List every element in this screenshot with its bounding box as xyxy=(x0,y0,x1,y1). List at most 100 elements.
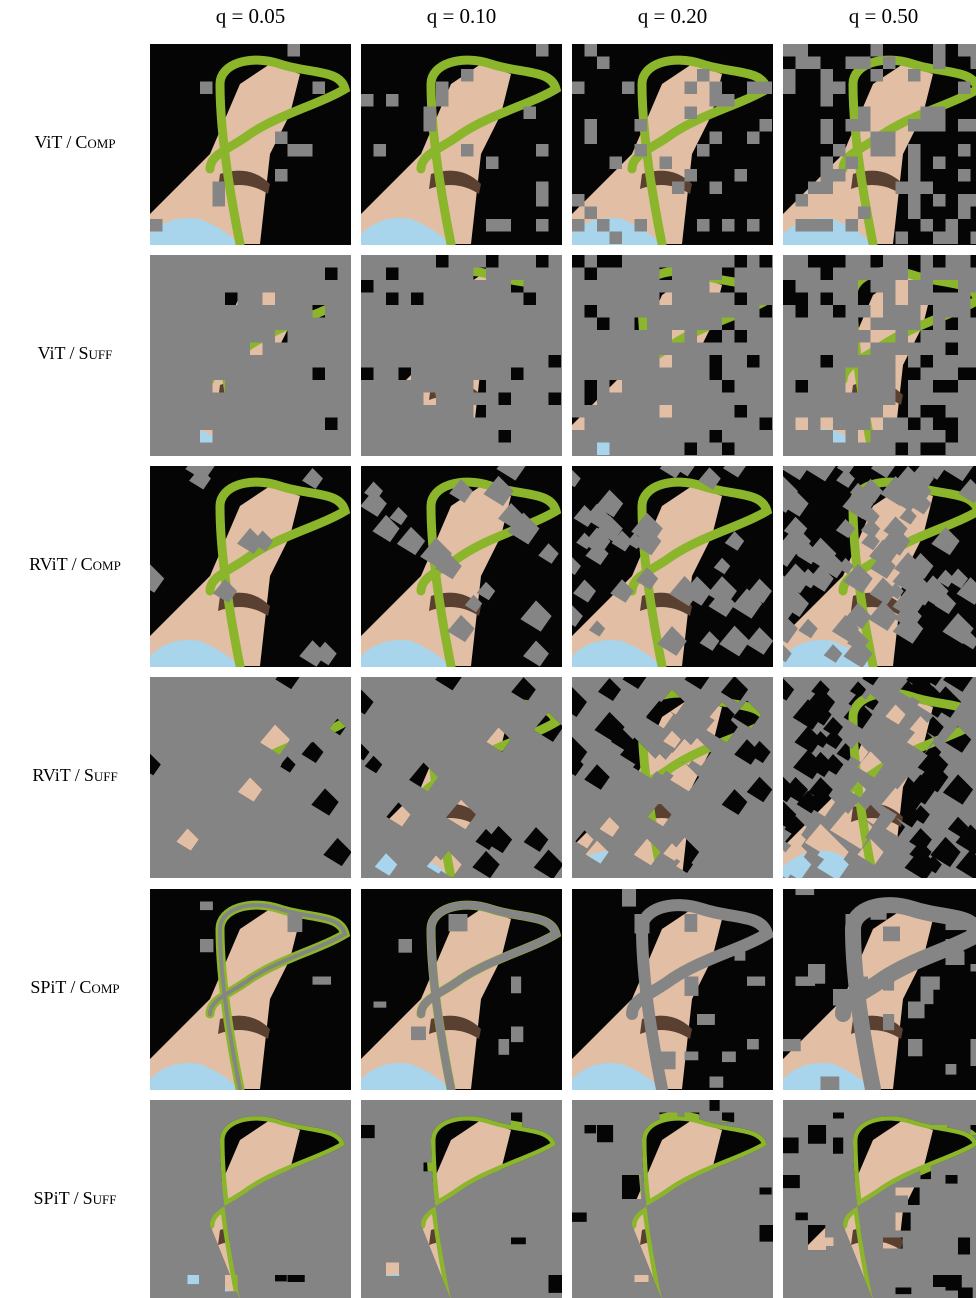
patch xyxy=(908,169,921,182)
patch xyxy=(747,82,760,95)
patch xyxy=(971,57,976,70)
method-name: Suff xyxy=(79,343,113,363)
separator: / xyxy=(70,977,75,997)
patch xyxy=(933,44,946,57)
patch xyxy=(461,69,474,82)
patch xyxy=(313,977,332,985)
patch xyxy=(697,1014,713,1025)
patch xyxy=(946,219,959,232)
patch xyxy=(846,57,859,70)
row-label: ViT/Comp xyxy=(0,132,150,153)
model-name: RViT xyxy=(29,554,67,574)
method-name: Comp xyxy=(79,977,119,997)
patch xyxy=(958,169,971,182)
patch xyxy=(200,902,213,911)
patch xyxy=(883,144,896,157)
patch xyxy=(921,182,934,195)
patch xyxy=(808,964,822,972)
masked-background xyxy=(150,255,351,456)
row-label: ViT/Suff xyxy=(0,343,150,364)
row-label: RViT/Suff xyxy=(0,765,150,786)
patch xyxy=(486,219,499,232)
patch xyxy=(808,57,821,70)
patch xyxy=(971,194,976,207)
patch xyxy=(685,169,698,182)
patch xyxy=(796,194,809,207)
image-cell xyxy=(361,255,562,456)
image-cell xyxy=(783,255,976,456)
patch xyxy=(499,219,512,232)
patch xyxy=(150,219,163,232)
image-cell xyxy=(150,44,351,245)
model-name: ViT xyxy=(34,132,62,152)
column-header: q = 0.10 xyxy=(361,4,562,29)
patch xyxy=(461,144,474,157)
masked-background xyxy=(361,677,562,878)
patch xyxy=(710,82,723,95)
patch xyxy=(511,977,521,994)
patch xyxy=(710,132,723,145)
patch xyxy=(821,94,834,107)
patch xyxy=(697,69,710,82)
method-name: Suff xyxy=(84,765,118,785)
patch xyxy=(672,182,685,195)
patch xyxy=(908,69,921,82)
patch xyxy=(313,82,326,95)
patch xyxy=(821,119,834,132)
patch xyxy=(722,219,735,232)
patch xyxy=(424,119,437,132)
patch xyxy=(833,82,846,95)
patch xyxy=(585,207,598,220)
patch xyxy=(783,44,796,57)
patch xyxy=(783,82,796,95)
patch xyxy=(275,169,288,182)
separator: / xyxy=(70,343,75,363)
patch xyxy=(858,207,871,220)
patch xyxy=(933,119,946,132)
patch xyxy=(921,119,934,132)
patch xyxy=(908,182,921,195)
row-label: SPiT/Suff xyxy=(0,1188,150,1209)
patch xyxy=(597,219,610,232)
image-cell xyxy=(150,1100,351,1298)
image-cell xyxy=(783,466,976,667)
patch xyxy=(796,219,809,232)
patch xyxy=(908,1039,922,1056)
column-header: q = 0.50 xyxy=(783,4,976,29)
patch xyxy=(921,219,934,232)
patch xyxy=(958,44,971,57)
patch xyxy=(275,132,288,145)
patch xyxy=(796,57,809,70)
image-cell xyxy=(783,1100,976,1298)
patch xyxy=(536,182,549,195)
patch xyxy=(958,144,971,157)
patch xyxy=(747,132,760,145)
patch xyxy=(685,914,698,932)
patch xyxy=(883,57,896,70)
patch xyxy=(697,219,710,232)
patch xyxy=(288,144,301,157)
patch xyxy=(958,82,971,95)
patch xyxy=(213,182,226,195)
patch xyxy=(486,157,499,170)
patch xyxy=(808,182,821,195)
patch xyxy=(908,157,921,170)
image-cell xyxy=(572,1100,773,1298)
patch xyxy=(424,107,437,120)
patch xyxy=(411,1027,426,1041)
patch xyxy=(697,144,710,157)
patch xyxy=(808,219,821,232)
patch xyxy=(908,119,921,132)
patch xyxy=(710,182,723,195)
patch xyxy=(747,1039,759,1049)
image-cell xyxy=(361,1100,562,1298)
patch xyxy=(685,82,698,95)
patch xyxy=(783,69,796,82)
patch xyxy=(971,119,976,132)
patch xyxy=(933,107,946,120)
patch xyxy=(524,107,537,120)
patch xyxy=(958,207,971,220)
patch xyxy=(610,157,623,170)
patch xyxy=(747,219,760,232)
patch xyxy=(399,939,412,953)
